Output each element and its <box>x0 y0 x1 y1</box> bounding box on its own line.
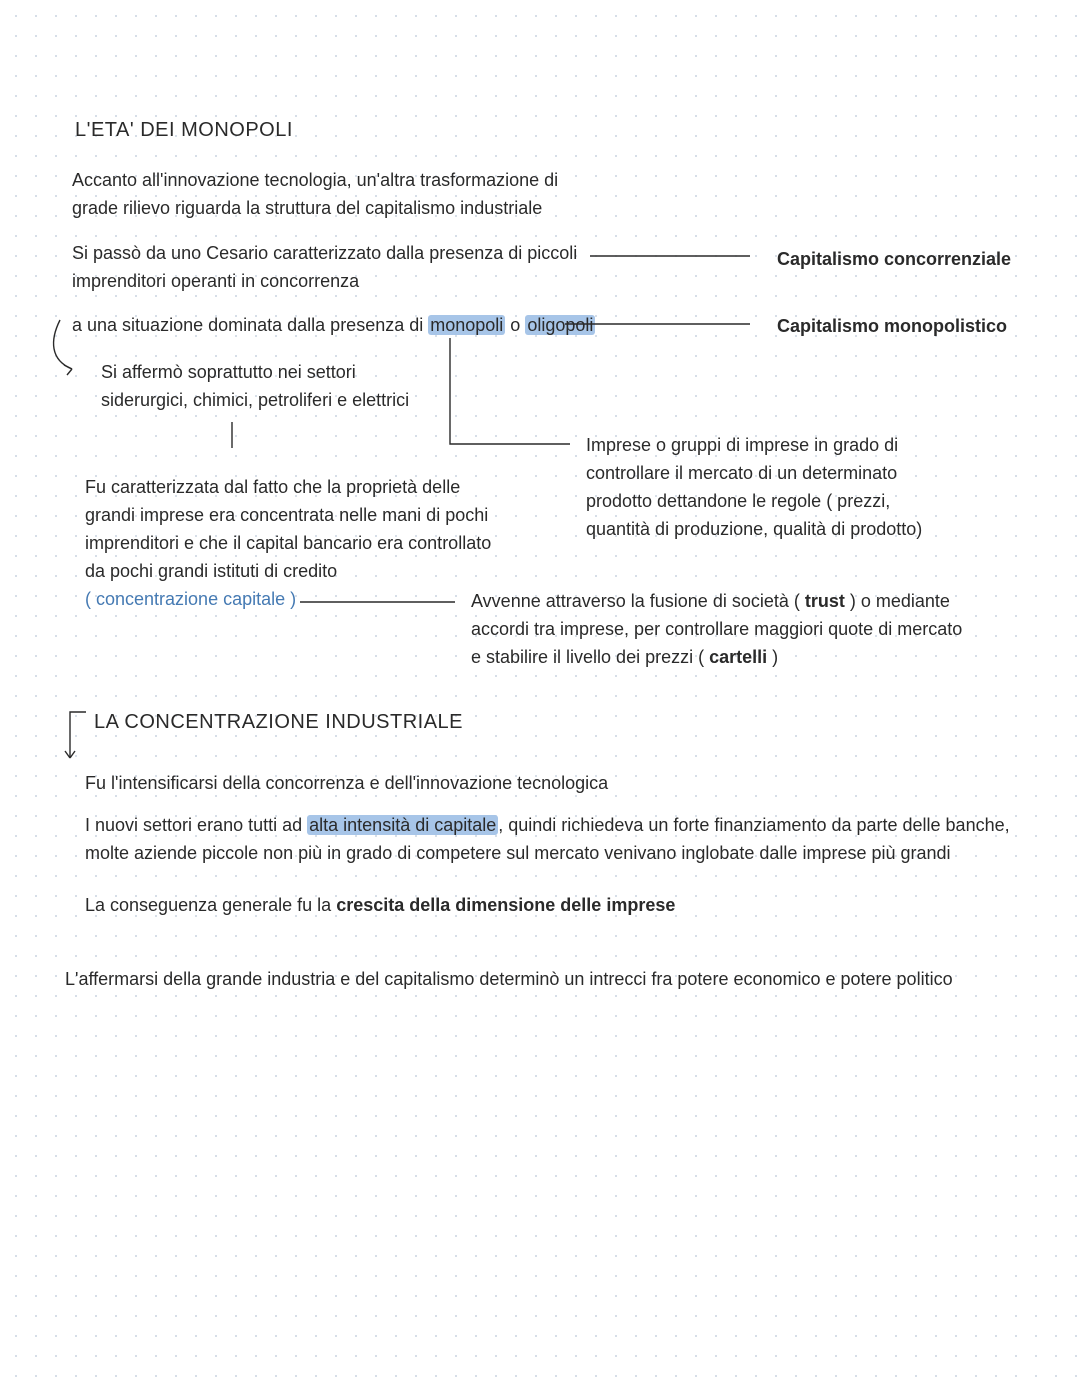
text-affermo-line2: siderurgici, chimici, petroliferi e elet… <box>101 390 409 410</box>
text-affermo-line1: Si affermò soprattutto nei settori <box>101 362 356 382</box>
text-situazione: a una situazione dominata dalla presenza… <box>72 312 595 340</box>
text-situazione-a: a una situazione dominata dalla presenza… <box>72 315 428 335</box>
text-intro: Accanto all'innovazione tecnologia, un'a… <box>72 167 558 223</box>
highlight-oligopoli: oligopoli <box>525 315 595 335</box>
arrow-to-affermo <box>54 320 72 369</box>
text-intro-line2: grade rilievo riguarda la struttura del … <box>72 198 542 218</box>
text-cartelli: cartelli <box>709 647 767 667</box>
arrow-to-affermo-head <box>64 365 72 375</box>
text-trust: trust <box>805 591 845 611</box>
highlight-monopoli: monopoli <box>428 315 505 335</box>
text-conseguenza: La conseguenza generale fu la crescita d… <box>85 892 675 920</box>
text-avvenne: Avvenne attraverso la fusione di società… <box>471 588 962 672</box>
elbow-to-imprese <box>450 338 570 444</box>
text-nuovi-b: , quindi richiedeva un forte finanziamen… <box>498 815 1009 835</box>
text-passo-line2: imprenditori operanti in concorrenza <box>72 271 359 291</box>
text-concentrazione-capitale: ( concentrazione capitale ) <box>85 589 296 609</box>
highlight-alta-intensita: alta intensità di capitale <box>307 815 498 835</box>
text-intro-line1: Accanto all'innovazione tecnologia, un'a… <box>72 170 558 190</box>
text-affermarsi: L'affermarsi della grande industria e de… <box>65 966 1035 994</box>
text-avvenne-line1b: ) o mediante <box>845 591 950 611</box>
text-avvenne-line2: accordi tra imprese, per controllare mag… <box>471 619 962 639</box>
arrow-title2-head <box>65 751 75 758</box>
text-imprese-line1: Imprese o gruppi di imprese in grado di <box>586 435 898 455</box>
label-concorrenziale: Capitalismo concorrenziale <box>777 246 1011 274</box>
text-avvenne-line3b: ) <box>767 647 778 667</box>
text-caratterizzata: Fu caratterizzata dal fatto che la propr… <box>85 474 491 613</box>
title-monopoli: L'ETA' DEI MONOPOLI <box>75 115 293 146</box>
text-imprese-line4: quantità di produzione, qualità di prodo… <box>586 519 922 539</box>
text-avvenne-line3a: e stabilire il livello dei prezzi ( <box>471 647 709 667</box>
text-caratt-line4: da pochi grandi istituti di credito <box>85 561 337 581</box>
text-nuovi-a: I nuovi settori erano tutti ad <box>85 815 307 835</box>
text-caratt-line3: imprenditori e che il capital bancario e… <box>85 533 491 553</box>
text-imprese-line2: controllare il mercato di un determinato <box>586 463 897 483</box>
text-conseguenza-a: La conseguenza generale fu la <box>85 895 336 915</box>
text-passo-line1: Si passò da uno Cesario caratterizzato d… <box>72 243 577 263</box>
text-affermo: Si affermò soprattutto nei settori sider… <box>101 359 409 415</box>
text-imprese-line3: prodotto dettandone le regole ( prezzi, <box>586 491 890 511</box>
text-intensificarsi: Fu l'intensificarsi della concorrenza e … <box>85 770 608 798</box>
title-concentrazione: LA CONCENTRAZIONE INDUSTRIALE <box>94 707 463 738</box>
text-caratt-line1: Fu caratterizzata dal fatto che la propr… <box>85 477 460 497</box>
text-imprese: Imprese o gruppi di imprese in grado di … <box>586 432 922 544</box>
text-caratt-line2: grandi imprese era concentrata nelle man… <box>85 505 488 525</box>
text-passo: Si passò da uno Cesario caratterizzato d… <box>72 240 577 296</box>
label-monopolistico: Capitalismo monopolistico <box>777 313 1007 341</box>
text-avvenne-line1a: Avvenne attraverso la fusione di società… <box>471 591 805 611</box>
text-nuovi-line2: molte aziende piccole non più in grado d… <box>85 843 951 863</box>
text-crescita-dimensione: crescita della dimensione delle imprese <box>336 895 675 915</box>
text-situazione-o: o <box>505 315 525 335</box>
arrow-title2 <box>70 712 86 758</box>
text-nuovi-settori: I nuovi settori erano tutti ad alta inte… <box>85 812 1030 868</box>
